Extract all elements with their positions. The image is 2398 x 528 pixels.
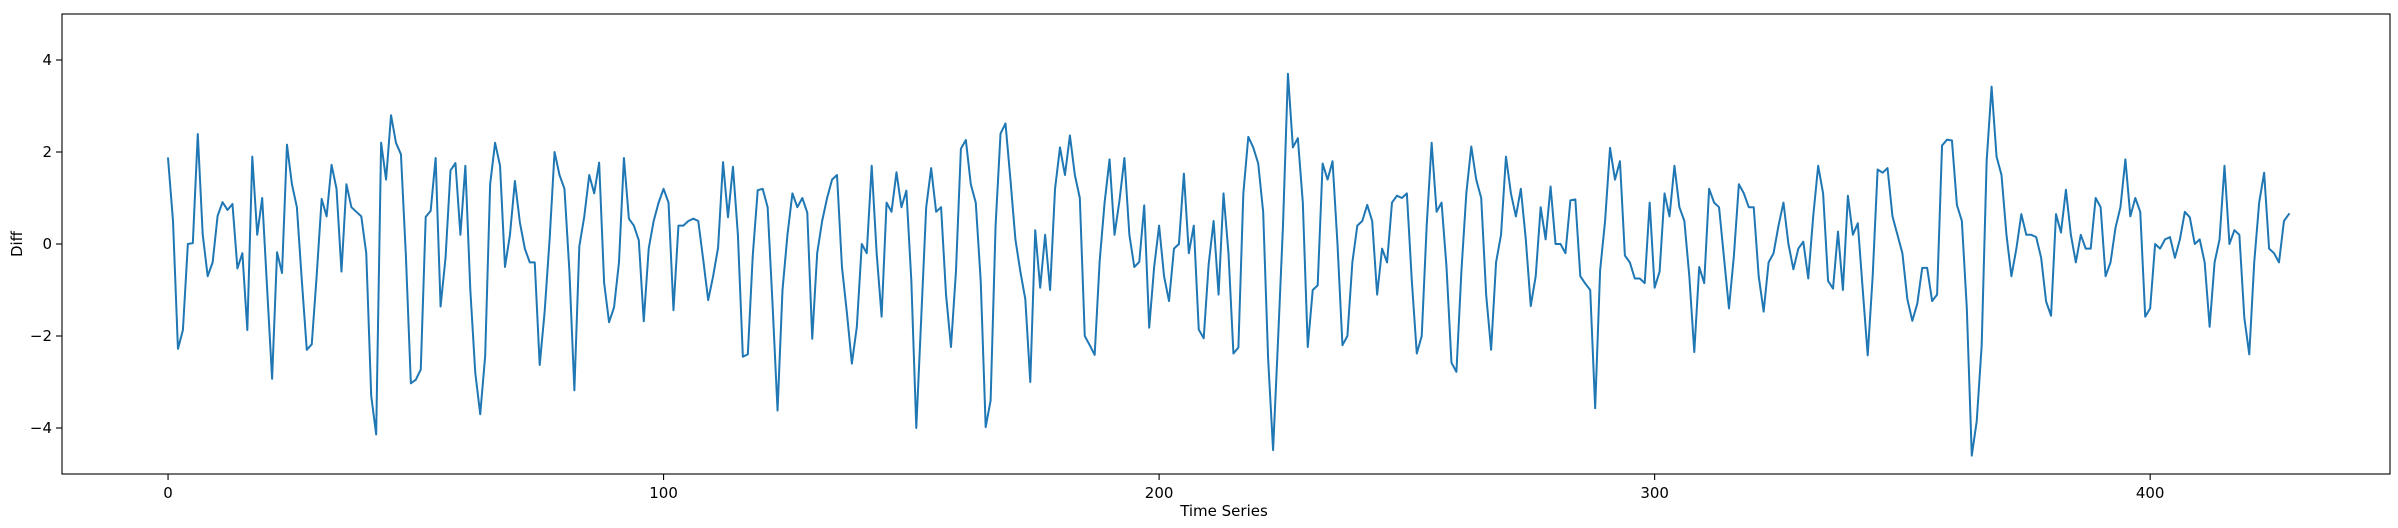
y-tick-label: 0: [42, 235, 52, 253]
x-axis-label: Time Series: [1179, 502, 1268, 520]
y-axis-label: Diff: [8, 230, 26, 257]
x-tick-label: 100: [649, 484, 678, 502]
x-tick-label: 400: [2136, 484, 2165, 502]
series-line-0: [166, 72, 2291, 457]
y-axis: −4 −2 0 2 4: [30, 51, 62, 437]
x-tick-label: 200: [1145, 484, 1174, 502]
x-tick-label: 300: [1640, 484, 1669, 502]
y-tick-label: −4: [30, 419, 52, 437]
x-tick-label: 0: [163, 484, 173, 502]
y-tick-label: −2: [30, 327, 52, 345]
y-tick-label: 2: [42, 143, 52, 161]
y-tick-label: 4: [42, 51, 52, 69]
x-axis: 0 100 200 300 400: [163, 474, 2164, 502]
